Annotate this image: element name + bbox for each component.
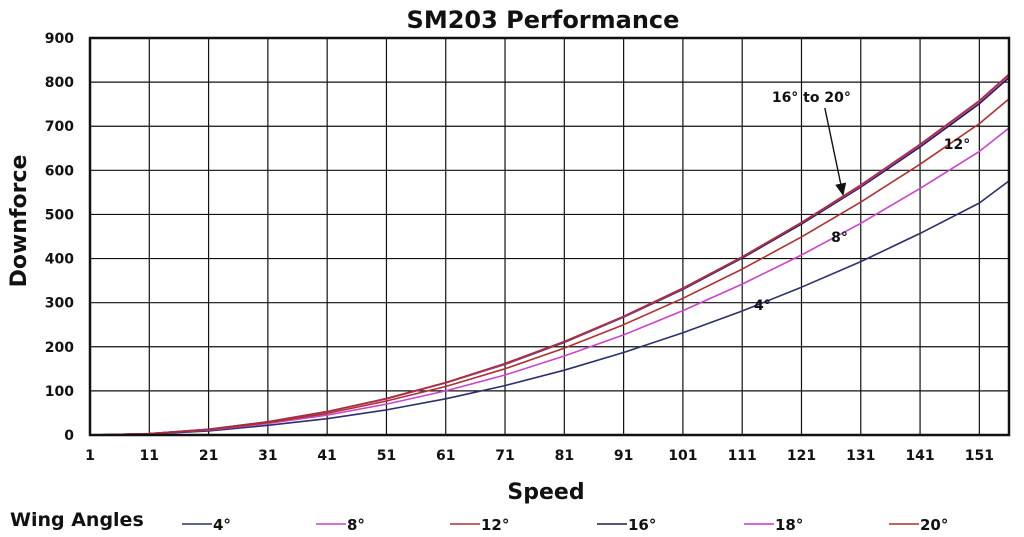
x-tick-label: 1 xyxy=(85,448,95,464)
y-tick-labels: 0 100 200 300 400 500 600 700 800 900 xyxy=(45,31,74,444)
x-tick-label: 151 xyxy=(965,448,994,464)
x-tick-label: 21 xyxy=(199,448,218,464)
series-line-4deg xyxy=(89,180,1010,436)
series-line-20deg xyxy=(89,73,1010,436)
x-tick-label: 61 xyxy=(436,448,455,464)
annotation-label: 16° to 20° xyxy=(772,90,851,106)
x-tick-label: 71 xyxy=(495,448,514,464)
y-tick-label: 900 xyxy=(45,31,74,47)
x-tick-label: 141 xyxy=(905,448,934,464)
series-line-12deg xyxy=(89,98,1010,436)
legend-label: 16° xyxy=(628,516,656,534)
y-tick-label: 0 xyxy=(64,428,74,444)
x-tick-label: 101 xyxy=(668,448,697,464)
legend-label: 12° xyxy=(481,516,509,534)
x-tick-label: 51 xyxy=(377,448,396,464)
annotation-label: 4° xyxy=(754,298,771,314)
y-tick-label: 800 xyxy=(45,75,74,91)
plot-area-frame xyxy=(88,36,1011,437)
annotation-label: 12° xyxy=(944,137,970,153)
y-tick-label: 500 xyxy=(45,207,74,223)
x-tick-label: 121 xyxy=(787,448,816,464)
x-axis-label: Speed xyxy=(507,480,584,505)
legend-title: Wing Angles xyxy=(10,509,144,531)
x-tick-labels: 1 11 21 31 41 51 61 71 81 91 101 111 121 131 141 151 xyxy=(85,448,994,464)
x-tick-label: 81 xyxy=(555,448,574,464)
x-tick-label: 131 xyxy=(846,448,875,464)
grid xyxy=(89,37,1009,436)
y-tick-label: 200 xyxy=(45,340,74,356)
y-axis-label: Downforce xyxy=(7,155,32,288)
y-tick-label: 400 xyxy=(45,252,74,268)
y-tick-label: 100 xyxy=(45,384,74,400)
annotation-label: 8° xyxy=(831,230,848,246)
legend-label: 4° xyxy=(213,516,231,534)
x-tick-label: 111 xyxy=(728,448,757,464)
series-line-8deg xyxy=(89,127,1010,436)
legend: 4° 8° 12° 16° 18° 20° xyxy=(182,516,948,534)
series-lines xyxy=(89,73,1010,436)
x-tick-label: 91 xyxy=(614,448,633,464)
legend-label: 8° xyxy=(347,516,365,534)
y-tick-label: 700 xyxy=(45,119,74,135)
annotations: 16° to 20° 12° 8° 4° xyxy=(754,90,970,314)
x-tick-label: 31 xyxy=(258,448,277,464)
series-line-18deg xyxy=(89,74,1010,436)
x-tick-label: 41 xyxy=(317,448,336,464)
y-tick-label: 600 xyxy=(45,163,74,179)
annotation-arrow xyxy=(824,107,847,196)
y-tick-label: 300 xyxy=(45,296,74,312)
legend-label: 20° xyxy=(920,516,948,534)
chart-title: SM203 Performance xyxy=(407,6,680,34)
x-tick-label: 11 xyxy=(140,448,159,464)
legend-label: 18° xyxy=(775,516,803,534)
